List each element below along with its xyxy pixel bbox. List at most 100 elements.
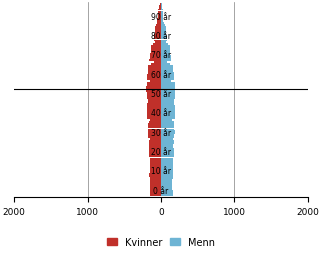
Bar bbox=[148, 137, 161, 139]
Bar bbox=[161, 179, 172, 181]
Bar bbox=[150, 158, 161, 160]
Bar bbox=[149, 175, 161, 177]
Bar bbox=[161, 133, 175, 135]
Bar bbox=[147, 98, 161, 100]
Bar bbox=[161, 114, 175, 116]
Bar bbox=[161, 58, 171, 60]
Bar bbox=[161, 38, 167, 40]
Bar bbox=[161, 171, 173, 173]
Text: 0 år: 0 år bbox=[153, 186, 169, 195]
Bar bbox=[161, 166, 173, 167]
Bar bbox=[161, 87, 175, 88]
Bar bbox=[161, 71, 174, 73]
Bar bbox=[161, 21, 163, 23]
Bar bbox=[150, 169, 161, 171]
Bar bbox=[161, 169, 173, 171]
Bar bbox=[161, 195, 173, 196]
Bar bbox=[147, 117, 161, 119]
Bar bbox=[161, 42, 166, 44]
Bar bbox=[161, 106, 175, 108]
Text: 90 år: 90 år bbox=[151, 12, 171, 21]
Bar bbox=[161, 64, 170, 65]
Bar bbox=[161, 46, 170, 48]
Bar bbox=[161, 96, 175, 98]
Bar bbox=[161, 139, 173, 140]
Bar bbox=[161, 108, 175, 110]
Bar bbox=[161, 100, 174, 102]
Bar bbox=[149, 145, 161, 146]
Bar bbox=[147, 104, 161, 106]
Bar bbox=[155, 42, 161, 44]
Bar bbox=[161, 89, 175, 90]
Bar bbox=[161, 15, 163, 17]
Bar bbox=[147, 108, 161, 110]
Bar bbox=[160, 4, 161, 6]
Bar bbox=[148, 123, 161, 125]
Text: 80 år: 80 år bbox=[151, 32, 171, 41]
Bar bbox=[161, 158, 173, 160]
Bar bbox=[147, 114, 161, 116]
Bar bbox=[148, 129, 161, 131]
Bar bbox=[157, 21, 161, 23]
Bar bbox=[161, 23, 164, 25]
Bar bbox=[161, 48, 170, 50]
Bar bbox=[149, 60, 161, 61]
Text: 10 år: 10 år bbox=[151, 167, 171, 176]
Bar bbox=[161, 69, 173, 71]
Bar bbox=[161, 181, 172, 183]
Bar bbox=[161, 119, 172, 121]
Bar bbox=[158, 11, 161, 13]
Bar bbox=[161, 127, 174, 129]
Bar bbox=[161, 162, 173, 164]
Bar bbox=[161, 50, 170, 52]
Bar bbox=[150, 81, 161, 83]
Bar bbox=[161, 90, 175, 92]
Bar bbox=[147, 96, 161, 98]
Bar bbox=[161, 35, 166, 37]
Bar bbox=[146, 87, 161, 88]
Bar bbox=[161, 156, 174, 158]
Bar bbox=[161, 98, 175, 100]
Bar bbox=[161, 123, 174, 125]
Bar bbox=[161, 116, 175, 117]
Bar bbox=[148, 71, 161, 73]
Text: 40 år: 40 år bbox=[151, 109, 171, 118]
Bar bbox=[147, 112, 161, 114]
Bar bbox=[161, 154, 174, 156]
Bar bbox=[149, 139, 161, 140]
Bar bbox=[154, 37, 161, 38]
Text: 50 år: 50 år bbox=[151, 90, 171, 99]
Bar bbox=[161, 83, 175, 85]
Bar bbox=[149, 154, 161, 156]
Bar bbox=[161, 54, 170, 56]
Bar bbox=[161, 31, 166, 33]
Bar bbox=[161, 104, 175, 106]
Bar bbox=[148, 66, 161, 67]
Bar bbox=[151, 64, 161, 65]
Bar bbox=[161, 40, 167, 42]
Bar bbox=[161, 150, 174, 152]
Bar bbox=[161, 168, 173, 169]
Bar bbox=[147, 83, 161, 85]
Bar bbox=[151, 48, 161, 50]
Bar bbox=[150, 56, 161, 58]
Bar bbox=[161, 140, 174, 142]
Bar bbox=[161, 117, 175, 119]
Bar bbox=[147, 116, 161, 117]
Bar bbox=[161, 191, 173, 193]
Bar bbox=[148, 125, 161, 127]
Bar bbox=[146, 89, 161, 90]
Bar bbox=[161, 10, 163, 11]
Bar bbox=[150, 191, 161, 193]
Bar bbox=[148, 73, 161, 75]
Bar bbox=[161, 85, 175, 87]
Bar bbox=[161, 131, 175, 133]
Bar bbox=[149, 148, 161, 150]
Bar bbox=[150, 193, 161, 195]
Bar bbox=[150, 54, 161, 56]
Bar bbox=[161, 33, 166, 35]
Bar bbox=[154, 38, 161, 40]
Bar bbox=[159, 8, 161, 9]
Bar bbox=[161, 129, 175, 131]
Bar bbox=[149, 156, 161, 158]
